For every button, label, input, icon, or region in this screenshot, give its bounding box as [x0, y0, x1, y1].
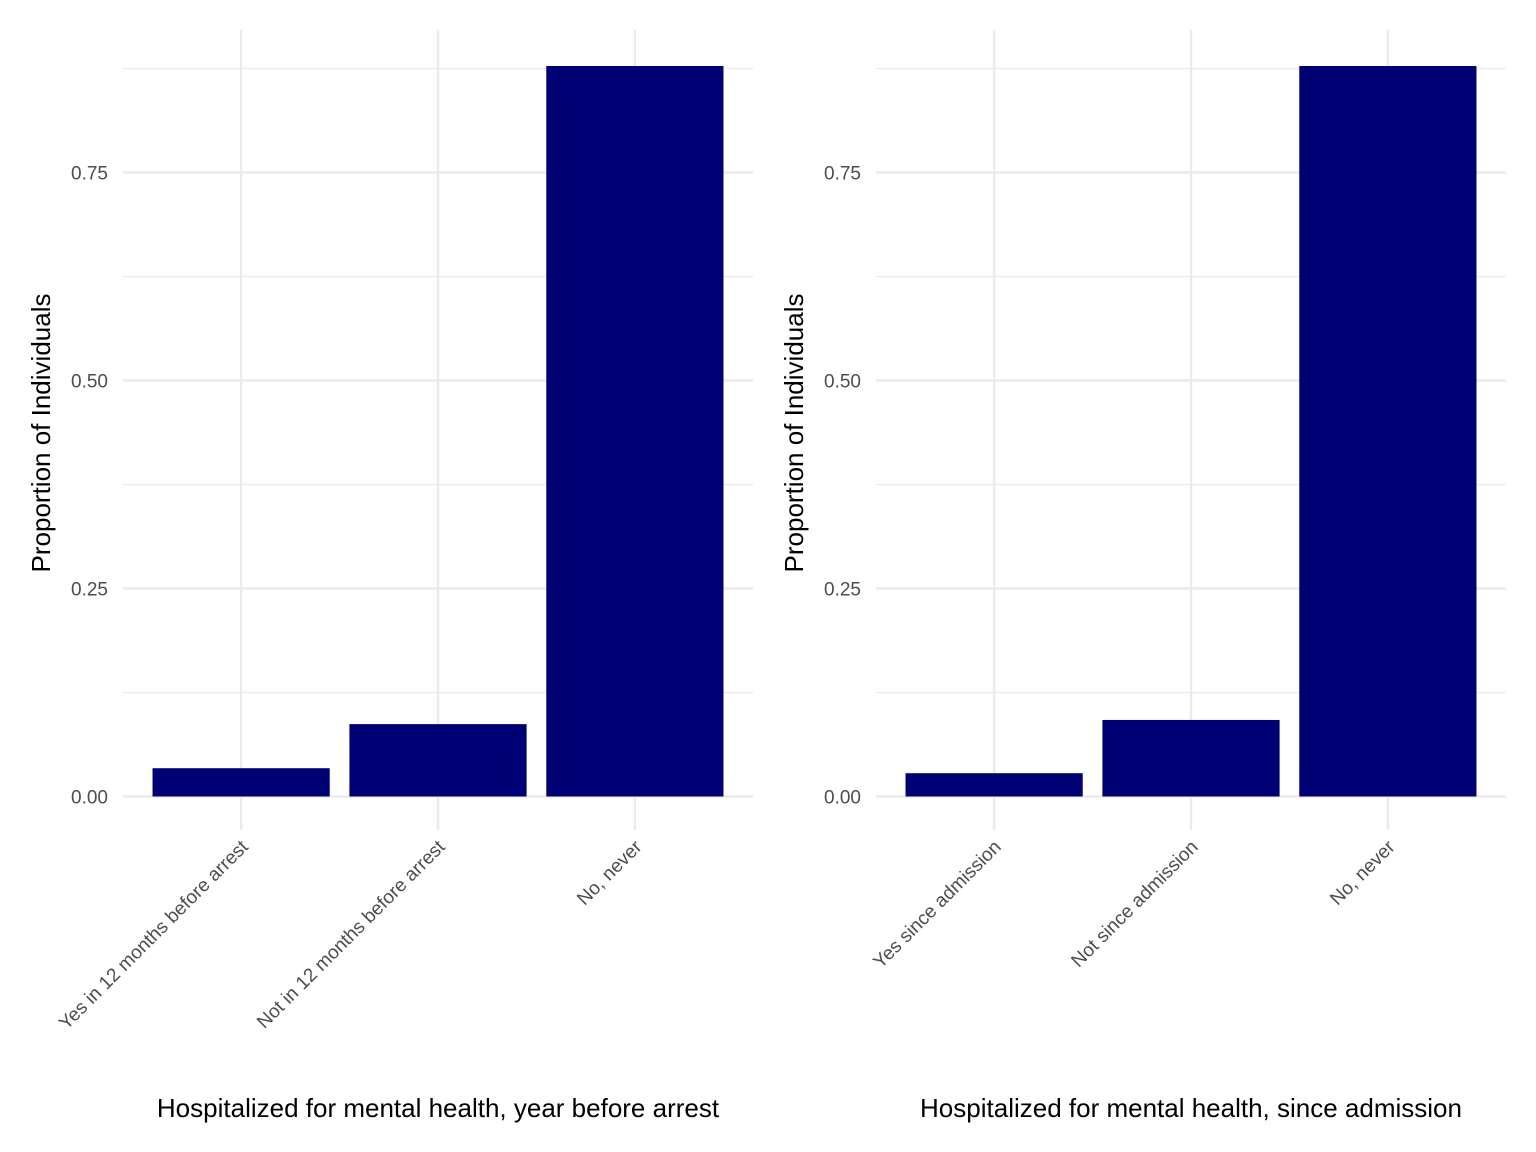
y-axis-title: Proportion of Individuals [779, 294, 809, 573]
y-tick-label: 0.50 [71, 372, 108, 393]
y-tick-label: 0.25 [71, 580, 108, 601]
bar [152, 768, 330, 797]
x-axis-title: Hospitalized for mental health, year bef… [157, 1093, 720, 1123]
bar [905, 773, 1083, 797]
x-tick-label: Yes in 12 months before arrest [55, 836, 253, 1034]
bar [1102, 719, 1280, 797]
x-axis-title: Hospitalized for mental health, since ad… [920, 1093, 1462, 1123]
x-tick-label: Not since admission [1067, 837, 1202, 972]
y-axis-title: Proportion of Individuals [26, 294, 56, 573]
x-tick-label: No, never [573, 836, 647, 910]
bar [349, 724, 527, 797]
right-chart-panel: 0.00 0.25 0.50 0.75 Yes since admission Not s… [779, 30, 1506, 1123]
y-tick-label: 0.00 [71, 788, 108, 809]
y-tick-label: 0.75 [71, 164, 108, 185]
bar [1299, 66, 1477, 797]
bar [546, 66, 724, 797]
x-tick-label: Not in 12 months before arrest [253, 836, 450, 1033]
y-tick-label: 0.00 [824, 788, 861, 809]
y-tick-label: 0.25 [824, 580, 861, 601]
x-tick-label: No, never [1326, 836, 1400, 910]
x-tick-label: Yes since admission [870, 837, 1006, 973]
y-tick-label: 0.75 [824, 164, 861, 185]
y-tick-label: 0.50 [824, 372, 861, 393]
left-chart-panel: 0.00 0.25 0.50 0.75 Yes in 12 months before … [26, 30, 753, 1123]
